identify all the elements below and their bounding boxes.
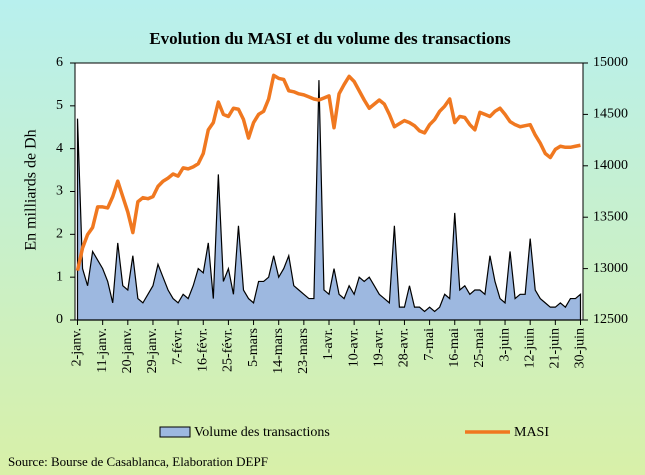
masi-line [75,73,581,272]
y-tick-label: 5 [56,98,63,113]
y2-tick-label: 14500 [593,107,628,122]
x-tick-label: 21-juin [548,328,563,368]
x-tick-label: 16-févr. [195,328,210,372]
legend-label: MASI [514,425,549,440]
x-tick-label: 11-janv. [95,328,110,373]
x-tick-label: 14-mars [271,328,286,374]
source: Source: Bourse de Casablanca, Elaboratio… [8,454,268,469]
y2-tick-label: 15000 [593,55,628,70]
y-tick-label: 6 [56,55,63,70]
y-tick-label: 2 [56,227,63,242]
x-tick-label: 2-janv. [70,328,85,366]
y-tick-label: 0 [56,312,63,327]
y-axis-label: En milliards de Dh [23,129,40,250]
x-tick-label: 28-avr. [397,328,412,367]
y2-tick-label: 14000 [593,158,628,173]
y2-tick-label: 12500 [593,312,628,327]
x-tick-label: 3-juin [497,328,512,361]
x-tick-label: 30-juin [573,328,588,368]
y-tick-label: 4 [56,141,63,156]
y2-tick-label: 13500 [593,209,628,224]
x-tick-label: 5-mars [246,328,261,367]
x-tick-label: 12-juin [522,328,537,368]
volume-area [76,80,582,321]
x-tick-label: 20-janv. [120,328,135,373]
x-tick-label: 25-févr. [221,328,236,372]
x-tick-label: 1-avr. [321,328,336,360]
x-tick-label: 10-avr. [346,328,361,367]
x-tick-label: 29-janv. [145,328,160,373]
x-tick-label: 7-févr. [170,328,185,365]
x-tick-label: 23-mars [296,328,311,374]
y-tick-label: 1 [56,269,63,284]
x-tick-label: 16-mai [447,328,462,368]
x-tick-label: 7-mai [422,328,437,361]
x-tick-label: 25-mai [472,328,487,368]
x-tick-label: 19-avr. [372,328,387,367]
y2-tick-label: 13000 [593,261,628,276]
legend-label: Volume des transactions [194,425,330,440]
legend-swatch [159,426,191,438]
chart-title: Evolution du MASI et du volume des trans… [149,29,511,48]
y-tick-label: 3 [56,184,63,199]
